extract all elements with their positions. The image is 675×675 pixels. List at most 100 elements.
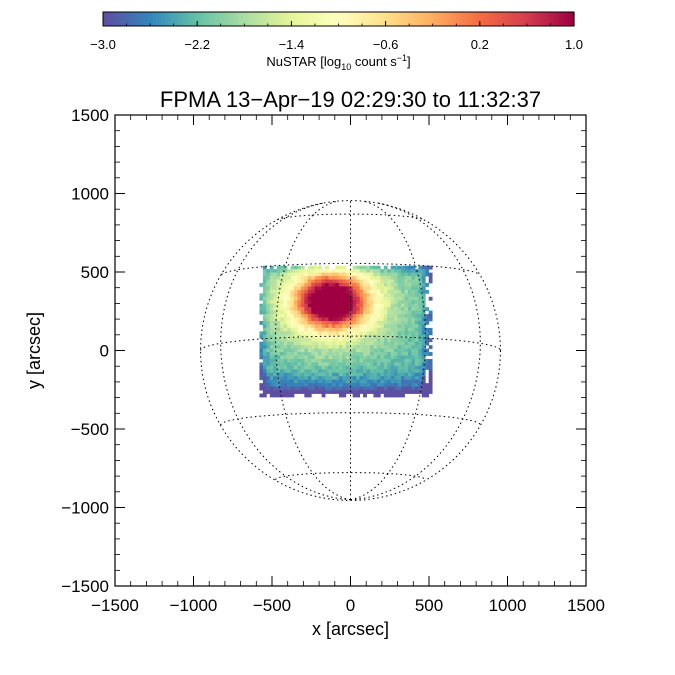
heatmap-cell	[345, 327, 350, 332]
heatmap-cell	[380, 303, 385, 308]
heatmap-cell	[363, 296, 367, 301]
heatmap-cell	[321, 334, 326, 339]
heatmap-cell	[300, 265, 305, 270]
heatmap-cell	[421, 320, 426, 325]
heatmap-cell	[387, 386, 392, 391]
heatmap-cell	[304, 276, 309, 280]
heatmap-cell	[280, 383, 285, 388]
heatmap-cell	[314, 286, 319, 291]
heatmap-cell	[283, 300, 288, 305]
heatmap-cell	[383, 269, 388, 274]
heatmap-cell	[373, 393, 378, 398]
heatmap-cell	[352, 338, 357, 343]
heatmap-cell	[280, 386, 285, 391]
heatmap-cell	[304, 286, 309, 291]
heatmap-cell	[421, 293, 426, 298]
heatmap-cell	[383, 365, 388, 370]
heatmap-cell	[325, 365, 329, 370]
heatmap-cell	[428, 272, 433, 277]
heatmap-cell	[307, 348, 312, 353]
heatmap-cell	[331, 348, 336, 353]
heatmap-cell	[414, 317, 419, 322]
heatmap-cell	[342, 272, 347, 277]
heatmap-cell	[401, 296, 405, 301]
heatmap-cell	[363, 362, 367, 367]
heatmap-cell	[373, 355, 378, 360]
heatmap-cell	[407, 331, 412, 336]
heatmap-cell	[297, 279, 302, 284]
heatmap-cell	[321, 355, 326, 360]
heatmap-cell	[325, 310, 329, 315]
heatmap-cell	[366, 376, 371, 381]
heatmap-cell	[428, 317, 433, 322]
heatmap-cell	[352, 265, 357, 270]
heatmap-cell	[276, 296, 281, 301]
heatmap-cell	[331, 372, 336, 377]
heatmap-cell	[380, 365, 385, 370]
heatmap-cell	[331, 320, 336, 325]
heatmap-cell	[318, 348, 323, 353]
heatmap-cell	[394, 345, 398, 350]
heatmap-cell	[404, 303, 409, 308]
heatmap-cell	[331, 276, 336, 280]
heatmap-cell	[352, 345, 357, 350]
heatmap-cell	[397, 324, 402, 329]
heatmap-cell	[318, 331, 323, 336]
heatmap-cell	[328, 310, 333, 315]
heatmap-cell	[401, 286, 405, 291]
heatmap-cell	[287, 289, 291, 294]
heatmap-cell	[293, 307, 298, 312]
heatmap-cell	[363, 341, 367, 346]
heatmap-cell	[390, 358, 395, 363]
heatmap-cell	[414, 376, 419, 381]
heatmap-cell	[297, 293, 302, 298]
heatmap-cell	[369, 314, 374, 318]
heatmap-cell	[318, 269, 323, 274]
heatmap-cell	[387, 324, 392, 329]
colorbar-swatch	[326, 12, 331, 26]
heatmap-cell	[411, 331, 416, 336]
heatmap-cell	[414, 369, 419, 374]
heatmap-cell	[338, 320, 343, 325]
heatmap-cell	[342, 341, 347, 346]
heatmap-cell	[383, 327, 388, 332]
heatmap-cell	[390, 369, 395, 374]
heatmap-cell	[387, 376, 392, 381]
heatmap-cell	[307, 341, 312, 346]
heatmap-cell	[345, 348, 350, 353]
heatmap-cell	[266, 307, 271, 312]
heatmap-cell	[359, 282, 364, 287]
heatmap-cell	[411, 369, 416, 374]
heatmap-cell	[338, 300, 343, 305]
heatmap-cell	[338, 317, 343, 322]
heatmap-cell	[366, 317, 371, 322]
heatmap-cell	[394, 269, 398, 274]
heatmap-cell	[411, 289, 416, 294]
heatmap-cell	[352, 334, 357, 339]
heatmap-cell	[380, 331, 385, 336]
heatmap-cell	[356, 265, 361, 270]
heatmap-cell	[376, 358, 381, 363]
heatmap-cell	[304, 348, 309, 353]
colorbar-tick-label: −0.6	[373, 37, 399, 52]
heatmap-cell	[376, 355, 381, 360]
heatmap-cell	[373, 345, 378, 350]
heatmap-cell	[276, 390, 281, 394]
heatmap-cell	[383, 338, 388, 343]
heatmap-cell	[380, 286, 385, 291]
heatmap-cell	[280, 365, 285, 370]
heatmap-cell	[283, 296, 288, 301]
heatmap-cell	[262, 376, 267, 381]
heatmap-cell	[300, 289, 305, 294]
heatmap-cell	[383, 296, 388, 301]
heatmap-cell	[338, 341, 343, 346]
heatmap-cell	[349, 314, 354, 318]
heatmap-cell	[269, 269, 274, 274]
heatmap-cell	[421, 348, 426, 353]
heatmap-cell	[418, 324, 423, 329]
colorbar-swatch	[335, 12, 340, 26]
heatmap-cell	[414, 314, 419, 318]
heatmap-cell	[304, 390, 309, 394]
heatmap-cell	[359, 334, 364, 339]
heatmap-cell	[269, 276, 274, 280]
